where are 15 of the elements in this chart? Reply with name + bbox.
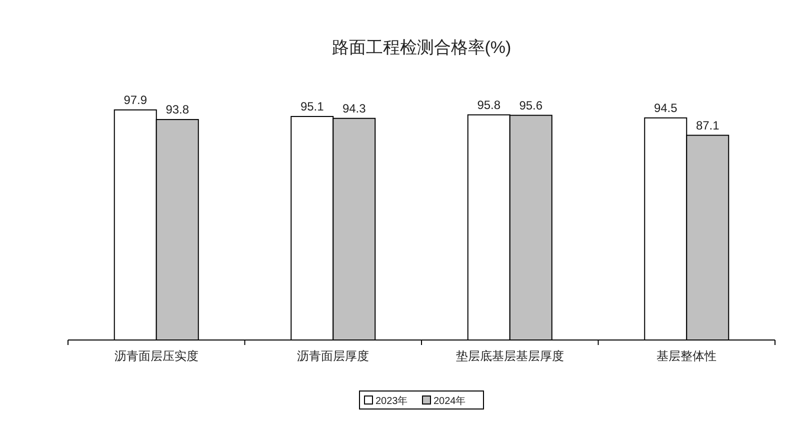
data-label: 93.8	[166, 102, 190, 117]
x-tick-label: 沥青面层厚度	[297, 349, 370, 363]
x-tick-label: 沥青面层压实度	[114, 349, 198, 363]
data-label: 94.5	[654, 100, 678, 115]
data-label: 94.3	[342, 101, 366, 116]
data-label: 97.9	[124, 92, 148, 107]
data-label: 95.8	[477, 98, 501, 112]
data-label: 95.1	[300, 99, 324, 114]
x-tick-label: 垫层底基层基层厚度	[456, 349, 564, 363]
chart-title: 路面工程检测合格率(%)	[332, 38, 512, 57]
legend-label: 2023年	[376, 395, 408, 407]
data-label: 87.1	[696, 118, 720, 132]
x-tick-label: 基层整体性	[656, 349, 717, 363]
data-label: 95.6	[519, 98, 543, 112]
legend-label: 2024年	[434, 395, 466, 407]
